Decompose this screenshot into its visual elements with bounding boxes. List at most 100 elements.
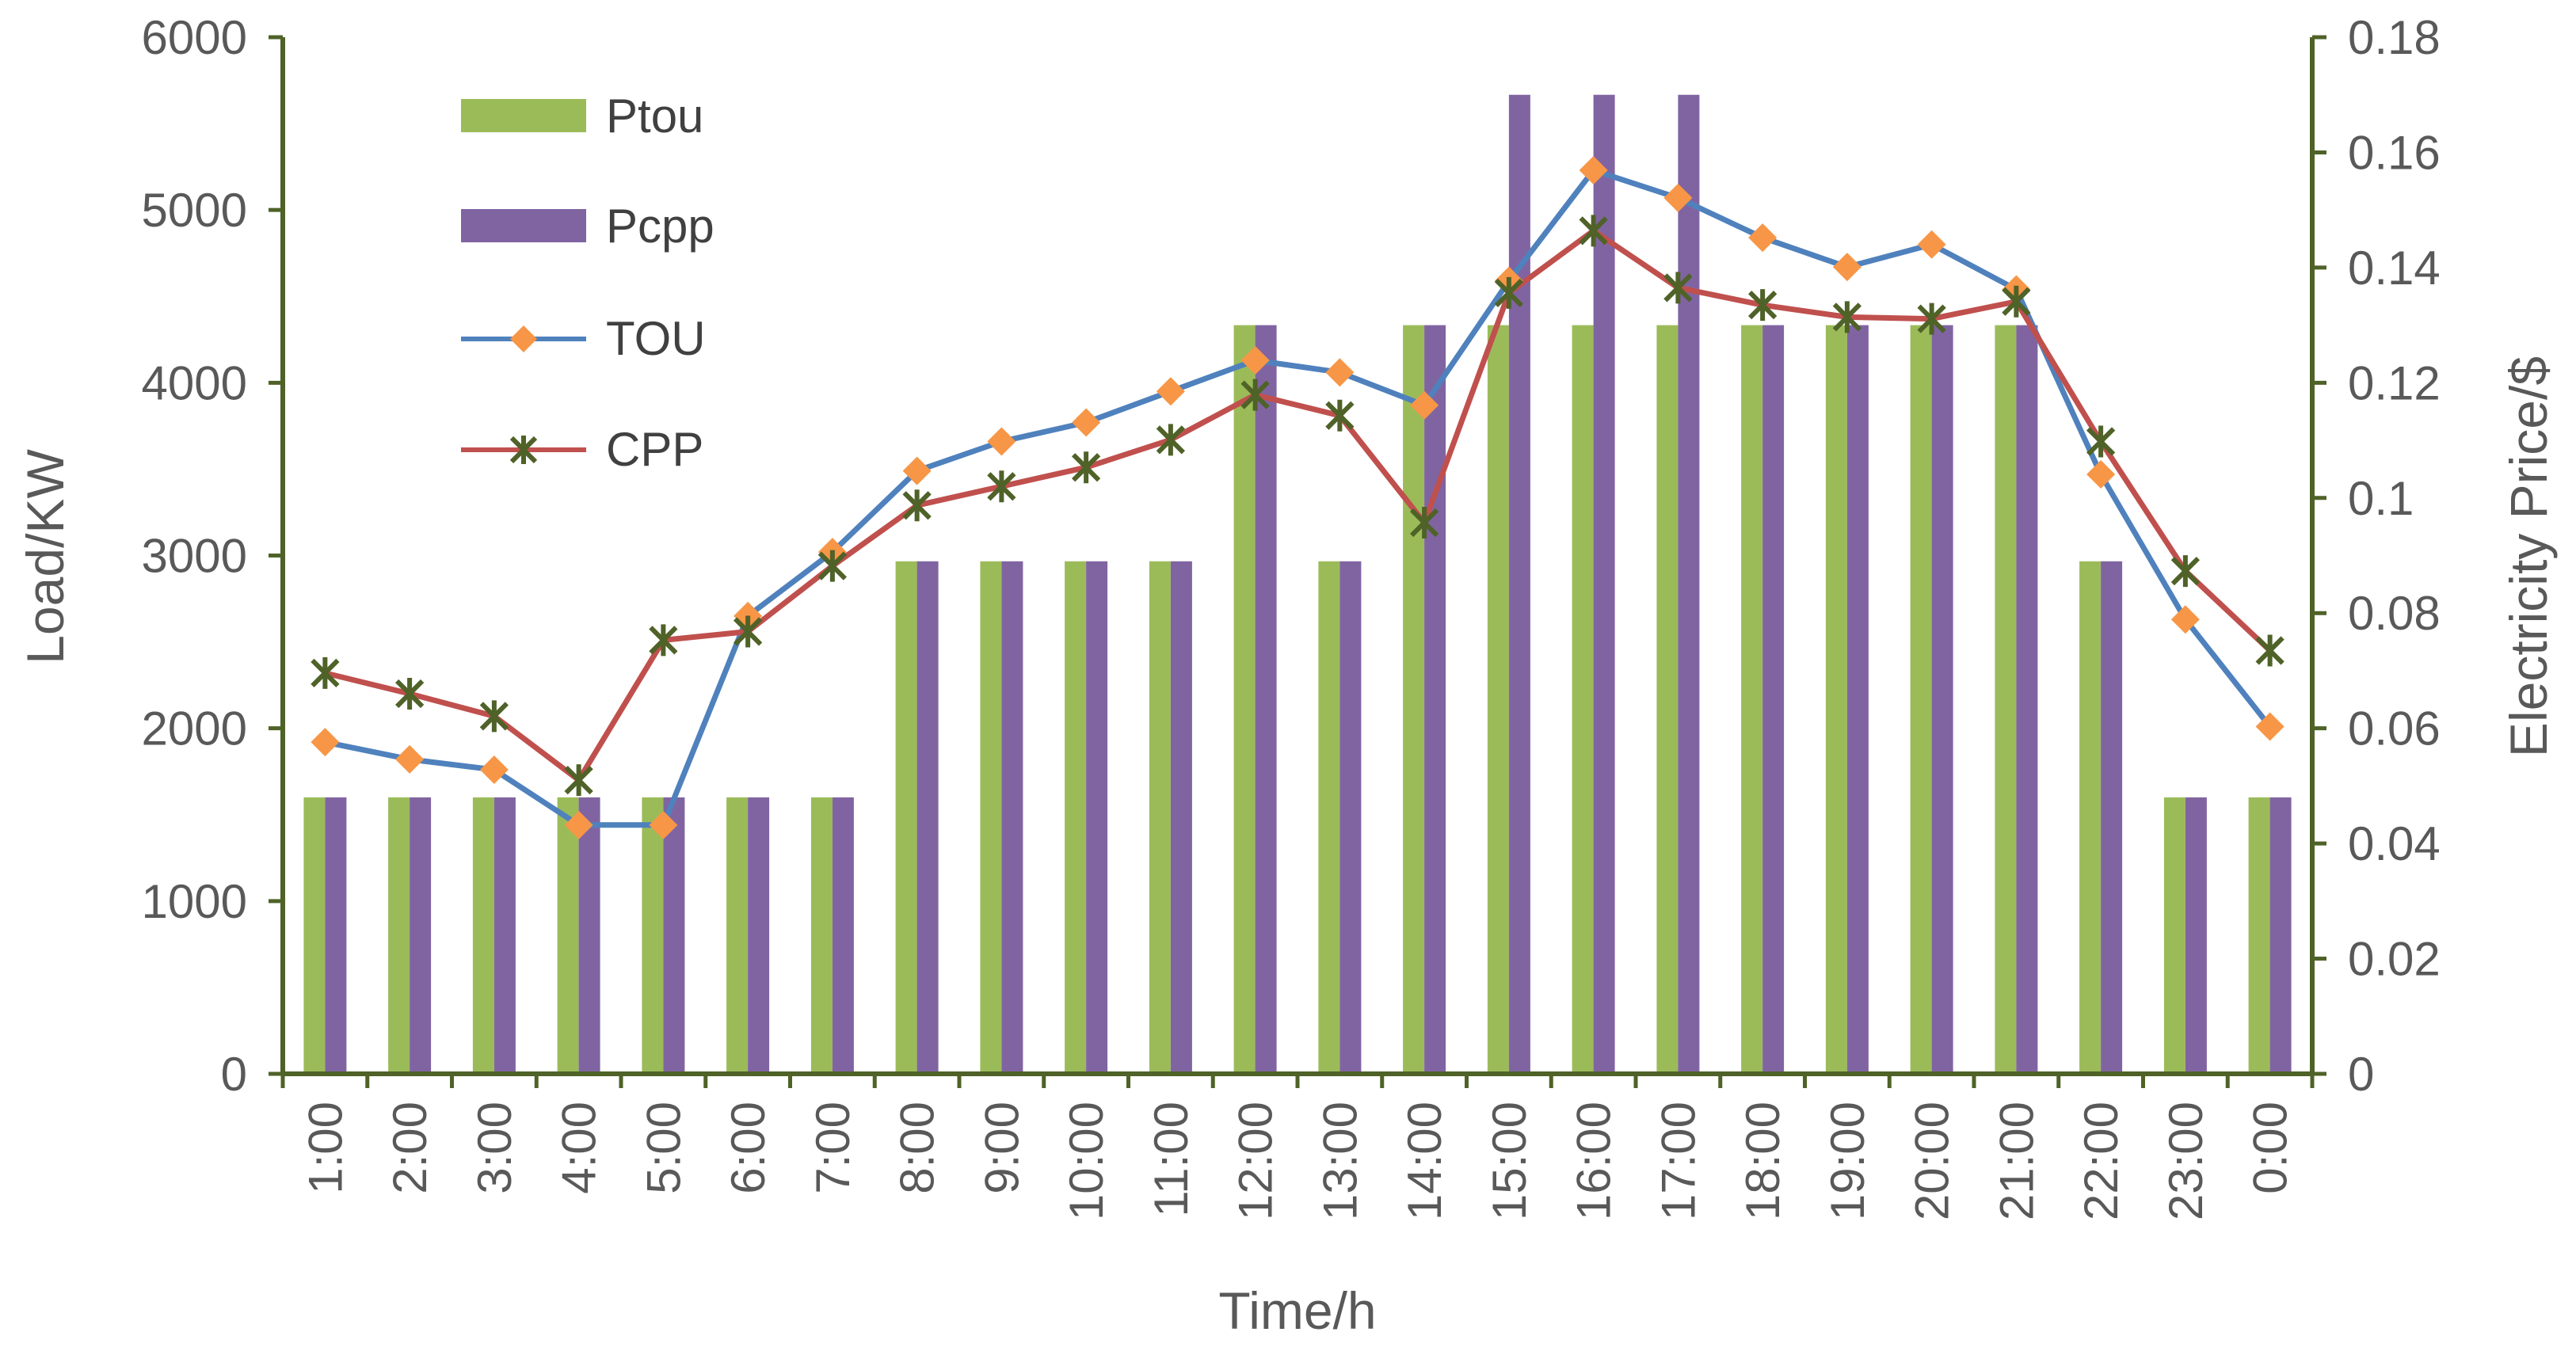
bar-ptou-13	[1403, 325, 1425, 1075]
line-tou	[324, 167, 2273, 828]
point-cpp-16	[1663, 272, 1693, 304]
legend-swatch-ptou	[461, 99, 586, 132]
ytick-right-label-0.04: 0.04	[2348, 817, 2441, 870]
bar-ptou-16	[1656, 325, 1679, 1075]
xtick-label-15: 16:00	[1568, 1102, 1621, 1220]
point-tou-11	[1240, 345, 1270, 375]
legend-label-ptou: Ptou	[606, 89, 703, 143]
point-tou-2	[479, 755, 509, 785]
bar-ptou-22	[2163, 797, 2185, 1074]
xtick-label-10: 11:00	[1145, 1102, 1198, 1217]
bar-ptou-11	[1233, 325, 1256, 1075]
point-cpp-21	[2086, 425, 2116, 458]
xtick-label-22: 23:00	[2159, 1102, 2212, 1220]
bar-ptou-19	[1910, 325, 1932, 1075]
point-cpp-17	[1748, 289, 1778, 322]
xtick-label-17: 18:00	[1736, 1102, 1789, 1220]
xtick-label-2: 3:00	[468, 1102, 521, 1194]
legend: Ptou Pcpp TOU CPP	[461, 89, 714, 476]
bar-pcpp-2	[493, 797, 516, 1074]
point-cpp-13	[1410, 507, 1439, 539]
point-cpp-9	[1072, 451, 1101, 484]
y-axis-left-title: Load/KW	[16, 449, 74, 664]
line-cpp	[324, 227, 2272, 783]
point-tou-12	[1325, 358, 1355, 387]
bar-pcpp-13	[1424, 325, 1446, 1075]
ytick-left-label-0: 0	[221, 1048, 247, 1101]
legend-label-pcpp: Pcpp	[606, 200, 714, 253]
point-cpp-5	[734, 615, 763, 648]
legend-label-tou: TOU	[606, 312, 706, 365]
bar-ptou-3	[557, 797, 579, 1074]
bar-ptou-4	[642, 797, 664, 1074]
bar-ptou-12	[1318, 561, 1340, 1074]
bar-pcpp-20	[2016, 325, 2038, 1075]
bar-pcpp-7	[916, 561, 939, 1074]
ytick-right-label-0.06: 0.06	[2348, 702, 2441, 755]
bar-ptou-8	[980, 561, 1002, 1074]
point-cpp-23	[2255, 634, 2284, 667]
point-cpp-15	[1579, 215, 1608, 247]
legend-swatch-pcpp	[461, 209, 586, 242]
bar-pcpp-9	[1086, 561, 1108, 1074]
ytick-left-label-5000: 5000	[142, 184, 247, 237]
point-tou-15	[1579, 155, 1608, 185]
point-cpp-4	[649, 624, 678, 656]
point-cpp-8	[987, 470, 1016, 503]
bar-ptou-7	[895, 561, 917, 1074]
xtick-label-4: 5:00	[637, 1102, 690, 1194]
point-cpp-7	[902, 489, 932, 522]
ytick-right-label-0.14: 0.14	[2348, 242, 2441, 295]
xtick-label-8: 9:00	[975, 1102, 1028, 1194]
xtick-label-0: 1:00	[299, 1102, 352, 1194]
bar-ptou-17	[1741, 325, 1763, 1075]
point-cpp-11	[1240, 379, 1270, 411]
lines-layer	[311, 155, 2284, 839]
point-cpp-1	[395, 678, 425, 710]
point-tou-7	[902, 456, 932, 485]
ytick-right-label-0.18: 0.18	[2348, 11, 2441, 64]
bar-pcpp-18	[1846, 325, 1869, 1075]
bar-ptou-6	[810, 797, 833, 1074]
xtick-label-13: 14:00	[1398, 1102, 1451, 1220]
point-cpp-3	[564, 764, 593, 797]
y-axis-right-title: Electricity Price/$	[2499, 356, 2558, 757]
bar-pcpp-12	[1339, 561, 1362, 1074]
ytick-right-label-0.02: 0.02	[2348, 933, 2441, 986]
xtick-label-19: 20:00	[1906, 1102, 1959, 1220]
ytick-left-label-4000: 4000	[142, 356, 247, 409]
bar-pcpp-3	[578, 797, 600, 1074]
point-cpp-18	[1832, 301, 1862, 333]
point-tou-17	[1748, 223, 1778, 253]
bar-pcpp-23	[2269, 797, 2292, 1074]
point-cpp-0	[311, 656, 340, 689]
point-cpp-19	[1917, 303, 1946, 335]
xtick-label-21: 22:00	[2075, 1102, 2128, 1220]
point-tou-21	[2086, 459, 2116, 489]
point-tou-0	[311, 728, 340, 757]
bar-ptou-0	[303, 797, 326, 1074]
point-cpp-22	[2170, 555, 2200, 588]
xtick-label-20: 21:00	[1990, 1102, 2043, 1220]
point-tou-19	[1917, 230, 1946, 259]
point-tou-8	[987, 427, 1016, 456]
point-cpp-12	[1325, 399, 1355, 432]
xtick-label-1: 2:00	[383, 1102, 436, 1194]
point-tou-18	[1832, 253, 1862, 282]
point-cpp-6	[817, 550, 847, 582]
bar-ptou-10	[1149, 561, 1171, 1074]
xtick-label-11: 12:00	[1229, 1102, 1282, 1220]
bar-ptou-18	[1825, 325, 1847, 1075]
bar-ptou-20	[1995, 325, 2017, 1075]
bars-layer	[303, 94, 2292, 1075]
ytick-right-label-0.16: 0.16	[2348, 126, 2441, 179]
xtick-label-3: 4:00	[553, 1102, 606, 1194]
bar-pcpp-4	[663, 797, 685, 1074]
point-tou-16	[1663, 183, 1693, 212]
bar-ptou-14	[1487, 325, 1509, 1075]
legend-marker-tou	[510, 325, 537, 352]
point-tou-1	[395, 744, 425, 774]
bar-ptou-21	[2079, 561, 2102, 1074]
bar-pcpp-1	[410, 797, 432, 1074]
